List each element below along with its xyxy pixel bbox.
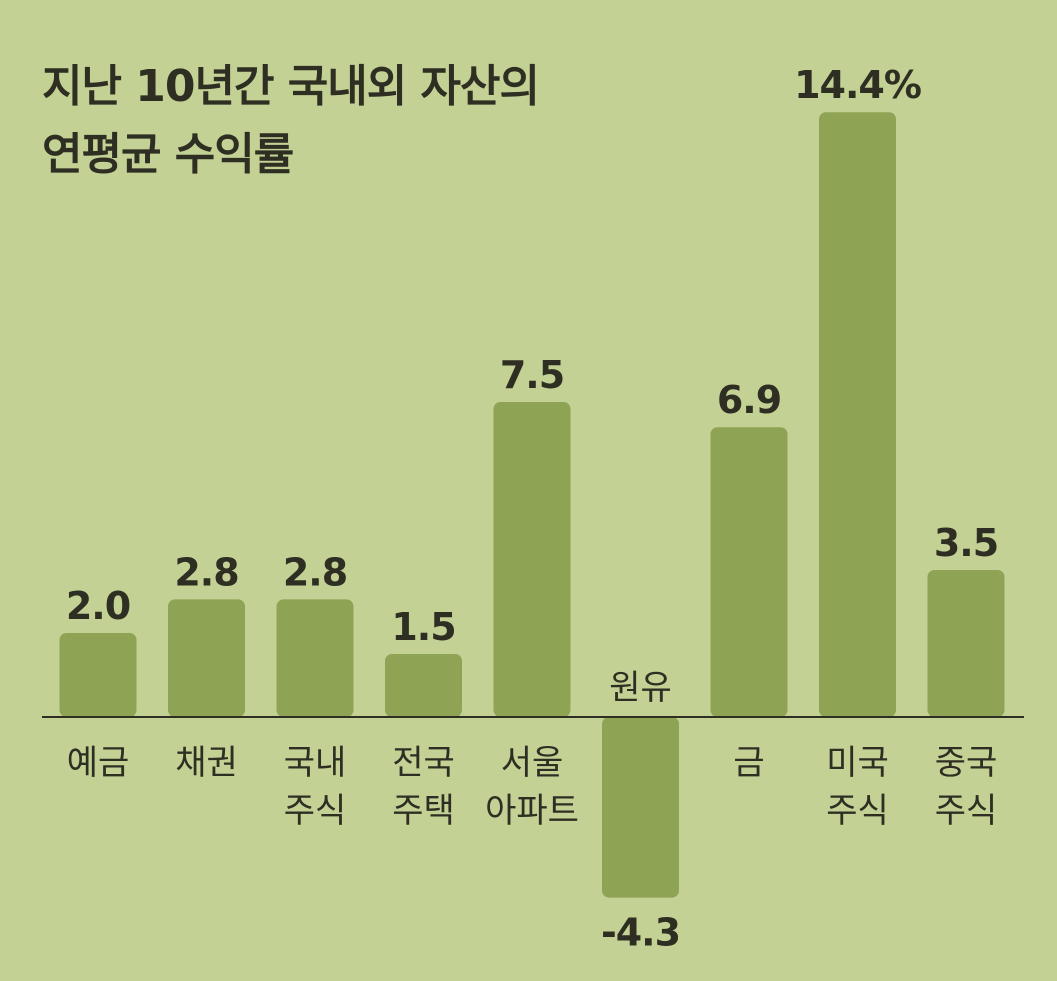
bar-3 [385,654,462,717]
category-label-3-1: 주택 [392,791,455,831]
category-label-1-0: 채권 [175,743,238,783]
bar-5 [602,717,679,898]
category-label-5-0: 원유 [609,668,672,708]
bar-6 [710,427,788,717]
category-label-0-0: 예금 [67,743,130,783]
value-label-6: 6.9 [717,378,781,422]
category-label-8-0: 중국 [935,743,998,783]
category-label-4-1: 아파트 [485,791,579,831]
value-label-3: 1.5 [391,605,455,649]
category-label-6-0: 금 [733,743,764,783]
bar-4 [493,402,571,717]
value-label-0: 2.0 [66,584,130,628]
category-label-2-0: 국내 [284,743,347,783]
chart-title-line-1: 지난 10년간 국내외 자산의 [42,61,540,112]
category-label-3-0: 전국 [392,743,455,783]
value-label-1: 2.8 [174,550,238,594]
value-label-2: 2.8 [283,550,347,594]
bar-0 [59,633,137,717]
chart-title-line-2: 연평균 수익률 [42,129,294,180]
category-label-8-1: 주식 [935,791,998,831]
category-label-7-1: 주식 [826,791,889,831]
bar-8 [927,570,1005,717]
category-label-4-0: 서울 [501,743,564,783]
bar-1 [168,599,245,717]
value-label-5: -4.3 [601,911,680,955]
value-label-4: 7.5 [500,353,564,397]
category-label-7-0: 미국 [826,743,889,783]
bar-7 [819,112,896,717]
value-label-8: 3.5 [934,521,998,565]
bar-2 [276,599,354,717]
category-label-2-1: 주식 [284,791,347,831]
value-label-7: 14.4% [794,63,921,107]
